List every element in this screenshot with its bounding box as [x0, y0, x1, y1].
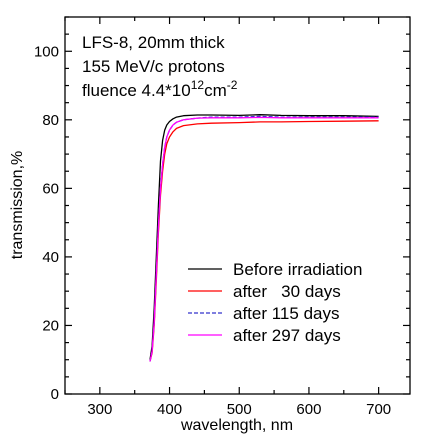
series-line-3 [149, 115, 379, 362]
x-tick-label: 500 [227, 401, 252, 418]
series-lines [149, 114, 379, 362]
legend-label-4: after 297 days [233, 326, 341, 345]
annotation-fluence-unit: cm [204, 81, 227, 100]
annotation-line-2: 155 MeV/c protons [82, 57, 225, 76]
legend: Before irradiation after 30 days after 115… [188, 260, 362, 345]
x-tick-label: 600 [296, 401, 321, 418]
y-axis-label: transmission,% [9, 151, 26, 259]
annotation-line-1: LFS-8, 20mm thick [82, 33, 225, 52]
y-tick-label: 60 [42, 180, 59, 197]
x-axis-label: wavelength, nm [180, 417, 293, 434]
y-tick-label: 80 [42, 112, 59, 129]
x-tick-label: 300 [87, 401, 112, 418]
series-line-4 [149, 116, 379, 362]
annotation-block: LFS-8, 20mm thick 155 MeV/c protons flue… [82, 33, 238, 100]
y-tick-label: 0 [51, 386, 59, 403]
y-tick-label: 20 [42, 317, 59, 334]
annotation-fluence-text: fluence 4.4*10 [82, 81, 191, 100]
legend-label-2: after 30 days [233, 282, 341, 301]
annotation-fluence-unit-exponent: -2 [227, 78, 238, 92]
annotation-fluence-exponent: 12 [191, 78, 205, 92]
annotation-line-3: fluence 4.4*1012cm-2 [82, 78, 238, 100]
x-tick-label: 400 [157, 401, 182, 418]
y-tick-label: 40 [42, 249, 59, 266]
series-line-1 [149, 114, 379, 360]
axis-ticks [64, 16, 410, 395]
y-tick-label: 100 [34, 43, 59, 60]
x-tick-label: 700 [366, 401, 391, 418]
legend-label-1: Before irradiation [233, 260, 362, 279]
axis-tick-labels: 300 400 500 600 700 0 20 40 60 80 100 [34, 43, 391, 418]
legend-label-3: after 115 days [233, 304, 339, 323]
